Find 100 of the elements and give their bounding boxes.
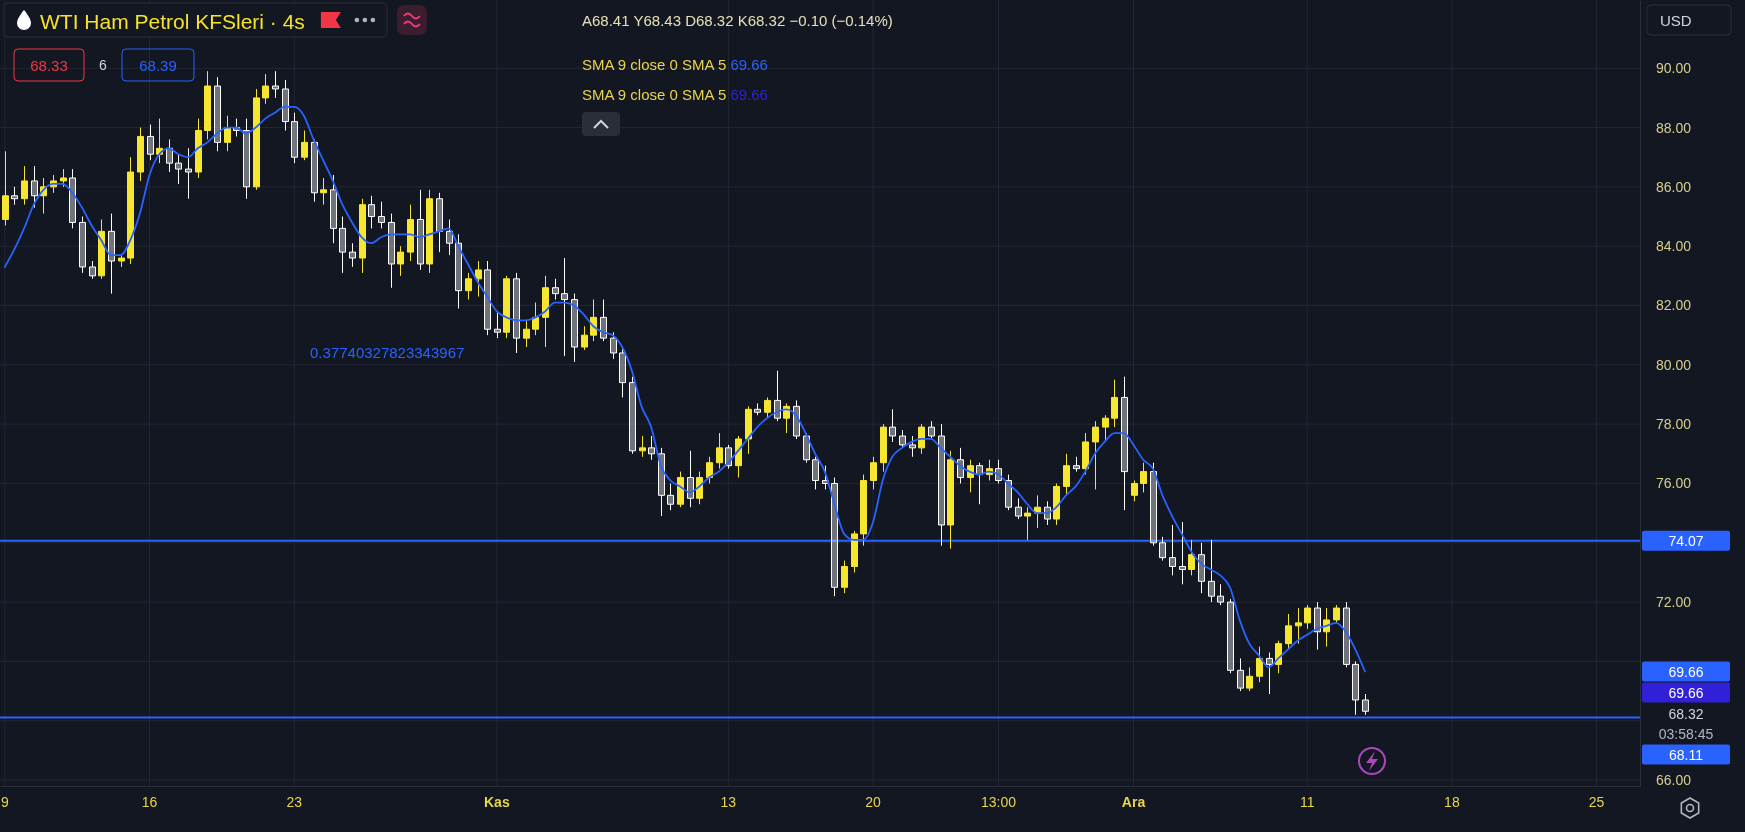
candlestick — [1256, 646, 1263, 683]
annotation: SMA 9 close 0 SMA 5 69.66 — [582, 55, 768, 73]
y-tick-label: 86.00 — [1656, 178, 1692, 195]
candlestick — [899, 429, 906, 449]
candlestick — [754, 402, 761, 416]
candlestick — [532, 302, 539, 336]
candlestick — [1121, 376, 1128, 511]
candlestick — [166, 138, 173, 173]
annotation: 6 — [99, 57, 108, 73]
candlestick — [349, 242, 356, 268]
candlestick — [1362, 693, 1369, 716]
candlestick — [1188, 539, 1195, 576]
candlestick — [204, 70, 211, 140]
candlestick — [880, 423, 887, 473]
candlestick — [108, 213, 115, 295]
candlestick — [860, 474, 867, 547]
candlestick — [397, 245, 404, 277]
candlestick — [388, 213, 395, 289]
candlestick — [359, 198, 366, 274]
candlestick — [1140, 462, 1147, 493]
candlestick — [1111, 379, 1118, 428]
y-tick-label: 76.00 — [1656, 475, 1692, 492]
candlestick — [1198, 542, 1205, 594]
candlestick — [600, 299, 607, 342]
candlestick — [523, 319, 530, 348]
candlestick — [716, 432, 723, 470]
candlestick — [272, 70, 279, 99]
candlestick — [1131, 480, 1138, 502]
ref-line-label: 68.11 — [1669, 746, 1704, 763]
candlestick — [1005, 474, 1012, 511]
candlestick — [446, 218, 453, 256]
candlestick — [1343, 601, 1350, 668]
text: 69.66 — [1668, 663, 1704, 680]
text: WTI Ham Petrol KFSleri · 4s — [40, 9, 305, 33]
candlestick — [494, 310, 501, 339]
candlestick — [118, 254, 125, 268]
candlestick — [1314, 601, 1321, 651]
candlestick — [320, 177, 327, 206]
candlestick — [21, 165, 28, 206]
candlestick — [561, 257, 568, 357]
candlestick — [339, 216, 346, 274]
candlestick — [513, 272, 520, 354]
candlestick — [1295, 607, 1302, 645]
candlestick — [774, 370, 781, 422]
x-tick-label: Ara — [1121, 793, 1146, 810]
candlestick — [1092, 420, 1099, 490]
candlestick — [455, 233, 462, 309]
candlestick — [1352, 660, 1359, 716]
x-tick-label: 9 — [0, 793, 9, 810]
candlestick — [831, 477, 838, 597]
ref-line-label: 74.07 — [1668, 532, 1704, 549]
candlestick — [301, 130, 308, 161]
x-tick-label: 25 — [1588, 793, 1605, 810]
candlestick — [195, 118, 202, 179]
candlestick — [1024, 506, 1031, 541]
candlestick — [2, 150, 9, 226]
candlestick — [1082, 432, 1089, 476]
candlestick — [1034, 494, 1041, 529]
annotation: 0.37740327823343967 — [310, 343, 465, 361]
candlestick — [1169, 524, 1176, 576]
candlestick — [214, 76, 221, 152]
candlestick — [687, 450, 694, 508]
y-tick-label: 72.00 — [1656, 594, 1692, 611]
candlestick — [1150, 462, 1157, 547]
candlestick — [610, 331, 617, 360]
candlestick — [407, 204, 414, 262]
annotation: SMA 9 close 0 SMA 5 69.66 — [582, 85, 768, 103]
x-tick-label: 18 — [1444, 793, 1460, 810]
candlestick — [89, 260, 96, 280]
candlestick — [735, 435, 742, 479]
candlestick — [330, 174, 337, 244]
text: USD — [1660, 11, 1692, 29]
candlestick — [185, 147, 192, 200]
candlestick — [417, 189, 424, 271]
candlestick — [928, 420, 935, 440]
candlestick — [484, 260, 491, 336]
candlestick — [938, 423, 945, 547]
candlestick — [262, 73, 269, 105]
candlestick — [1227, 598, 1234, 674]
annotation: 68.39 — [139, 56, 177, 74]
candlestick — [1073, 456, 1080, 473]
candlestick — [745, 405, 752, 455]
candlestick — [909, 435, 916, 458]
candlestick — [378, 201, 385, 229]
candlestick — [11, 186, 18, 206]
candlestick — [542, 275, 549, 348]
candlestick — [639, 435, 646, 458]
candlestick — [503, 275, 510, 339]
candlestick — [1063, 453, 1070, 496]
y-tick-label: 90.00 — [1656, 60, 1692, 77]
candlestick — [648, 435, 655, 461]
candlestick — [889, 408, 896, 443]
candlestick — [1159, 536, 1166, 562]
candlestick — [764, 396, 771, 419]
candlestick — [60, 168, 67, 188]
candlestick — [1266, 652, 1273, 695]
candlestick — [629, 376, 636, 455]
candlestick — [79, 216, 86, 274]
candlestick — [552, 278, 559, 301]
x-tick-label: 13 — [720, 793, 737, 810]
